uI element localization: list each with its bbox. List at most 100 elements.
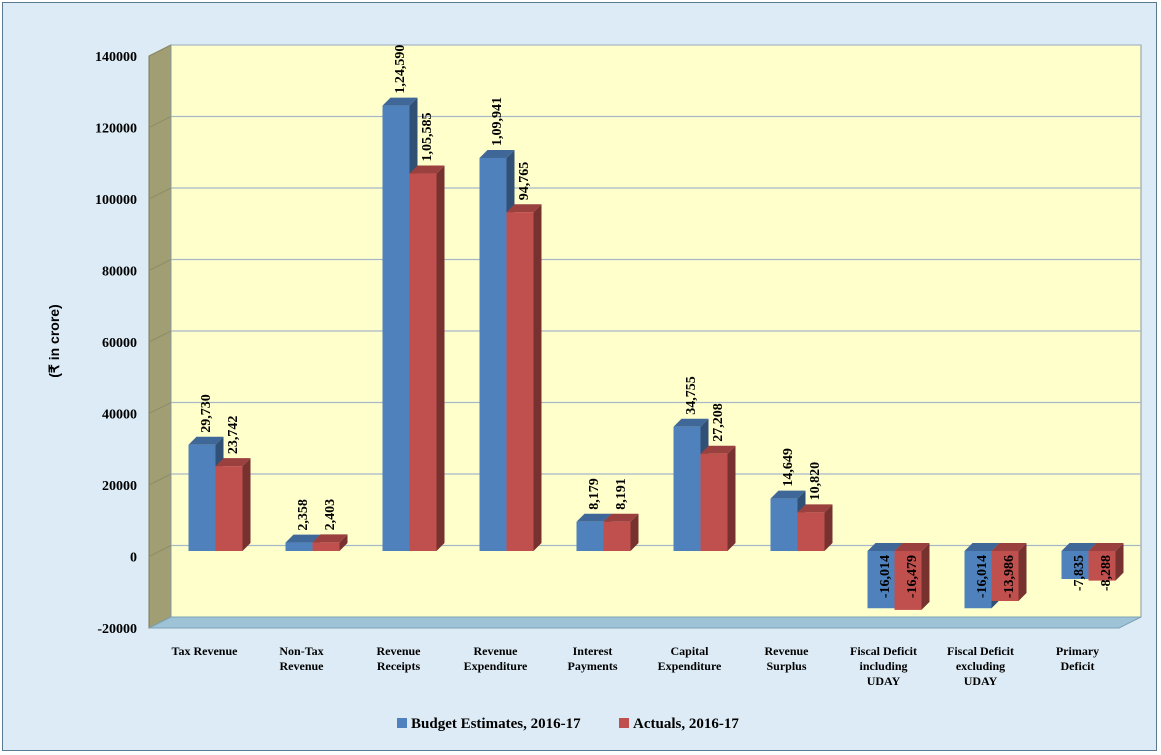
bar-front <box>867 551 895 609</box>
y-tick-label: 80000 <box>102 265 137 280</box>
y-tick-labels: -20000 0 20000 40000 60000 80000 100000 120000 1… <box>95 50 137 637</box>
bar-side <box>630 513 639 551</box>
x-category-label: Fiscal Deficit excluding UDAY <box>947 644 1014 688</box>
bar-front <box>964 551 992 609</box>
bar-chart: -20000 0 20000 40000 60000 80000 100000 120000 1… <box>46 44 1142 732</box>
data-label: -13,986 <box>1002 555 1017 598</box>
bar-front <box>1088 551 1116 581</box>
bar-front <box>479 157 507 551</box>
bar-side <box>436 165 445 551</box>
data-label: 34,755 <box>684 376 699 415</box>
side-gridline <box>148 259 172 271</box>
bar-top <box>770 490 806 499</box>
bar-top <box>603 513 639 522</box>
bar-front <box>312 542 340 551</box>
gridlines <box>148 44 1141 557</box>
data-label: -7,835 <box>1072 555 1087 591</box>
bar-front <box>188 444 216 551</box>
bar-top <box>312 534 348 543</box>
data-labels: 29,730 2,358 1,24,590 1,09,941 8,179 34,755 14… <box>199 45 1114 599</box>
data-label: -16,479 <box>905 555 920 598</box>
data-label: -16,014 <box>975 555 990 598</box>
bar-actual-3 <box>506 204 542 551</box>
data-label: 8,191 <box>614 478 629 510</box>
bar-top <box>700 445 736 454</box>
bar-top <box>894 543 930 551</box>
bar-actual-2 <box>409 165 445 551</box>
bar-side <box>339 534 348 551</box>
bar-side <box>1115 543 1124 581</box>
x-category-label: Tax Revenue <box>172 644 239 658</box>
bar-actual-6 <box>797 504 833 551</box>
x-category-labels: Tax Revenue Non-Tax Revenue Revenue Receipts… <box>172 644 1100 688</box>
y-tick-label: 100000 <box>95 193 137 208</box>
x-category-label: Primary Deficit <box>1056 644 1099 673</box>
bar-budget-6 <box>770 490 806 551</box>
bar-side <box>824 504 833 551</box>
bar-top <box>867 543 903 551</box>
x-category-label: Interest Payments <box>568 644 618 673</box>
bar-front <box>576 521 604 551</box>
bar-actual-9 <box>1088 543 1124 581</box>
y-tick-label: 120000 <box>95 122 137 137</box>
bar-top <box>1088 543 1124 551</box>
data-label: 29,730 <box>199 394 214 433</box>
bar-top <box>1061 543 1097 551</box>
side-gridline <box>148 545 172 557</box>
data-label: -16,014 <box>878 555 893 598</box>
data-label: 23,742 <box>226 416 241 455</box>
y-tick-label: 40000 <box>102 408 137 423</box>
data-label: 8,179 <box>587 478 602 510</box>
x-category-label: Capital Expenditure <box>658 644 722 673</box>
data-label: 1,24,590 <box>393 45 408 94</box>
x-category-label: Revenue Receipts <box>377 644 422 673</box>
bar-front <box>797 512 825 551</box>
y-tick-label: 60000 <box>102 336 137 351</box>
bar-front <box>700 453 728 551</box>
y-axis-label: (₹ in crore) <box>46 304 62 377</box>
bar-actual-0 <box>215 458 251 551</box>
bar-top <box>964 543 1000 551</box>
data-label: 1,05,585 <box>420 113 435 162</box>
y-tick-label: -20000 <box>97 622 137 637</box>
bar-front <box>603 521 631 551</box>
legend-item-budget: Budget Estimates, 2016-17 <box>397 716 581 732</box>
bar-top <box>673 418 709 427</box>
y-tick-label: 0 <box>130 551 137 566</box>
side-gridline <box>148 402 172 414</box>
legend-label: Budget Estimates, 2016-17 <box>411 716 581 732</box>
bar-top <box>991 543 1027 551</box>
x-category-label: Non-Tax Revenue <box>279 644 324 673</box>
data-label: 2,403 <box>323 499 338 531</box>
legend: Budget Estimates, 2016-17 Actuals, 2016-1… <box>397 716 739 732</box>
bar-front <box>285 542 313 551</box>
bar-side <box>533 204 542 551</box>
bar-actual-4 <box>603 513 639 551</box>
bar-side <box>921 543 930 610</box>
x-category-label: Revenue Surplus <box>765 644 810 673</box>
bar-side <box>727 445 736 551</box>
x-category-label: Revenue Expenditure <box>464 644 528 673</box>
bar-actual-8 <box>991 543 1027 601</box>
bar-side <box>1018 543 1027 601</box>
bar-actual-5 <box>700 445 736 551</box>
bar-top <box>797 504 833 513</box>
side-gridline <box>148 187 172 200</box>
bar-front <box>382 105 410 551</box>
bar-top <box>215 458 251 467</box>
data-label: 14,649 <box>781 448 796 487</box>
side-gridline <box>148 473 172 486</box>
legend-item-actual: Actuals, 2016-17 <box>619 716 739 732</box>
y-tick-label: 140000 <box>95 50 137 65</box>
bar-top <box>479 149 515 158</box>
data-label: 1,09,941 <box>490 97 505 146</box>
bar-front <box>673 426 701 551</box>
bar-front <box>409 173 437 551</box>
data-label: 10,820 <box>808 462 823 501</box>
data-label: -8,288 <box>1099 555 1114 591</box>
bar-actual-1 <box>312 534 348 551</box>
legend-swatch <box>619 718 629 728</box>
bar-top <box>576 513 612 522</box>
floor <box>148 616 1142 629</box>
